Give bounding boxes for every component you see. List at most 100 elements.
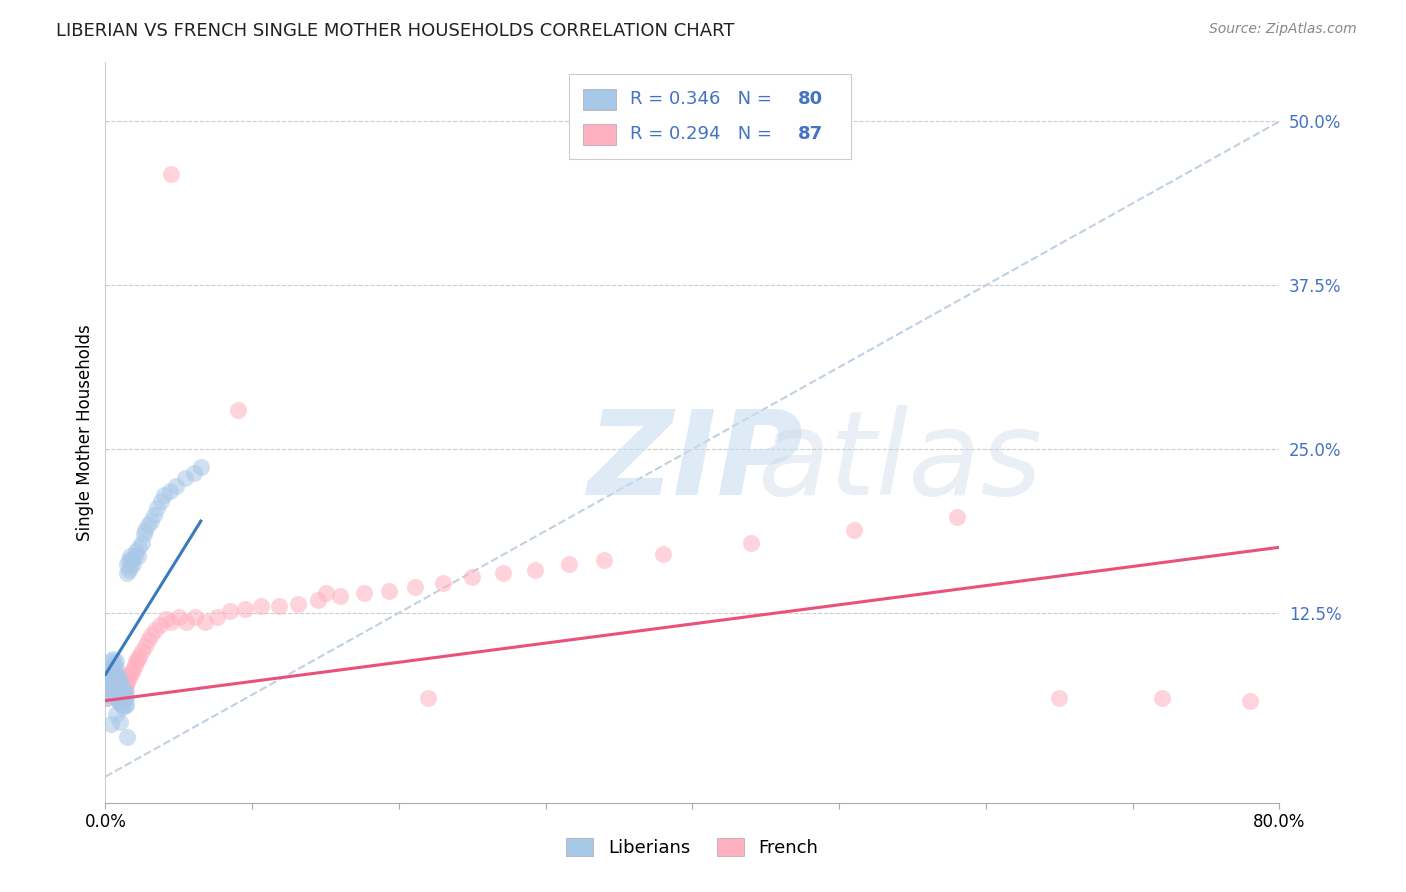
Point xyxy=(105,675,128,690)
Point xyxy=(105,683,128,698)
Point xyxy=(128,541,150,555)
Point xyxy=(118,553,141,567)
Text: R = 0.294   N =: R = 0.294 N = xyxy=(630,125,778,144)
Text: 80: 80 xyxy=(799,90,824,109)
Point xyxy=(112,692,135,706)
Point xyxy=(124,658,146,673)
Point xyxy=(117,558,139,572)
Point xyxy=(122,662,145,676)
Point xyxy=(194,615,217,629)
Point xyxy=(125,654,148,668)
Point xyxy=(377,583,399,598)
Point xyxy=(115,686,138,700)
Point xyxy=(134,639,156,653)
Point xyxy=(105,690,128,705)
Point xyxy=(104,673,127,688)
Point xyxy=(98,686,121,700)
Point xyxy=(110,690,132,705)
Legend: Liberians, French: Liberians, French xyxy=(560,830,825,864)
Point xyxy=(110,683,132,698)
Point xyxy=(100,717,122,731)
Point xyxy=(117,675,139,690)
Point xyxy=(115,690,138,705)
Point xyxy=(104,706,127,721)
Point xyxy=(167,609,190,624)
Point xyxy=(1047,690,1070,705)
Point xyxy=(118,563,141,577)
Point xyxy=(226,402,249,417)
Point xyxy=(219,605,242,619)
Point xyxy=(112,686,135,700)
Point xyxy=(153,488,176,502)
Point xyxy=(101,651,124,665)
Point xyxy=(139,628,162,642)
Point xyxy=(108,673,131,688)
Point xyxy=(146,500,169,515)
FancyBboxPatch shape xyxy=(569,73,851,159)
Point xyxy=(110,686,132,700)
Point xyxy=(652,547,675,561)
Point xyxy=(329,589,352,603)
Point xyxy=(315,586,337,600)
Point xyxy=(149,617,172,632)
Point xyxy=(98,671,121,685)
Point xyxy=(404,580,426,594)
Point xyxy=(115,698,138,712)
Point xyxy=(115,678,138,692)
Point xyxy=(114,690,136,705)
Point xyxy=(103,665,125,679)
Point xyxy=(1150,690,1173,705)
Point xyxy=(97,678,120,692)
Text: ZIP: ZIP xyxy=(586,405,803,520)
Point xyxy=(593,553,616,567)
Point xyxy=(183,466,205,480)
Point xyxy=(155,612,177,626)
Point xyxy=(143,623,166,637)
Point xyxy=(105,670,128,684)
Point xyxy=(108,714,131,729)
Point xyxy=(160,615,183,629)
Point xyxy=(100,667,122,681)
Point xyxy=(112,683,135,698)
Point xyxy=(98,678,121,692)
Point xyxy=(108,681,131,696)
Point xyxy=(114,681,136,695)
Point xyxy=(492,566,515,581)
Point xyxy=(142,508,165,522)
Point xyxy=(96,690,118,705)
Point xyxy=(100,667,122,681)
Point xyxy=(108,696,131,710)
Point xyxy=(108,681,131,695)
Point xyxy=(307,592,329,607)
Point xyxy=(117,731,139,745)
Point xyxy=(287,597,309,611)
Point xyxy=(101,673,124,688)
Point xyxy=(107,693,129,707)
Point xyxy=(108,690,131,704)
Point xyxy=(104,673,127,687)
Bar xyxy=(583,124,616,145)
Point xyxy=(131,644,153,658)
Point xyxy=(103,678,125,692)
Point xyxy=(114,698,136,712)
Point xyxy=(124,549,146,564)
Point xyxy=(100,675,122,690)
Text: LIBERIAN VS FRENCH SINGLE MOTHER HOUSEHOLDS CORRELATION CHART: LIBERIAN VS FRENCH SINGLE MOTHER HOUSEHO… xyxy=(56,22,735,40)
Point xyxy=(104,665,127,679)
Point xyxy=(98,671,121,685)
Point xyxy=(173,471,195,485)
Point xyxy=(107,686,129,700)
Point xyxy=(101,681,124,695)
Point xyxy=(104,681,127,695)
Point xyxy=(120,560,142,574)
Point xyxy=(107,693,129,707)
Text: atlas: atlas xyxy=(756,405,1042,519)
Point xyxy=(136,633,159,648)
Point xyxy=(205,609,228,624)
Point xyxy=(97,675,120,690)
Point xyxy=(945,510,967,524)
Point xyxy=(107,686,129,700)
Point xyxy=(159,483,181,498)
Point xyxy=(104,689,127,703)
Point xyxy=(267,599,290,614)
